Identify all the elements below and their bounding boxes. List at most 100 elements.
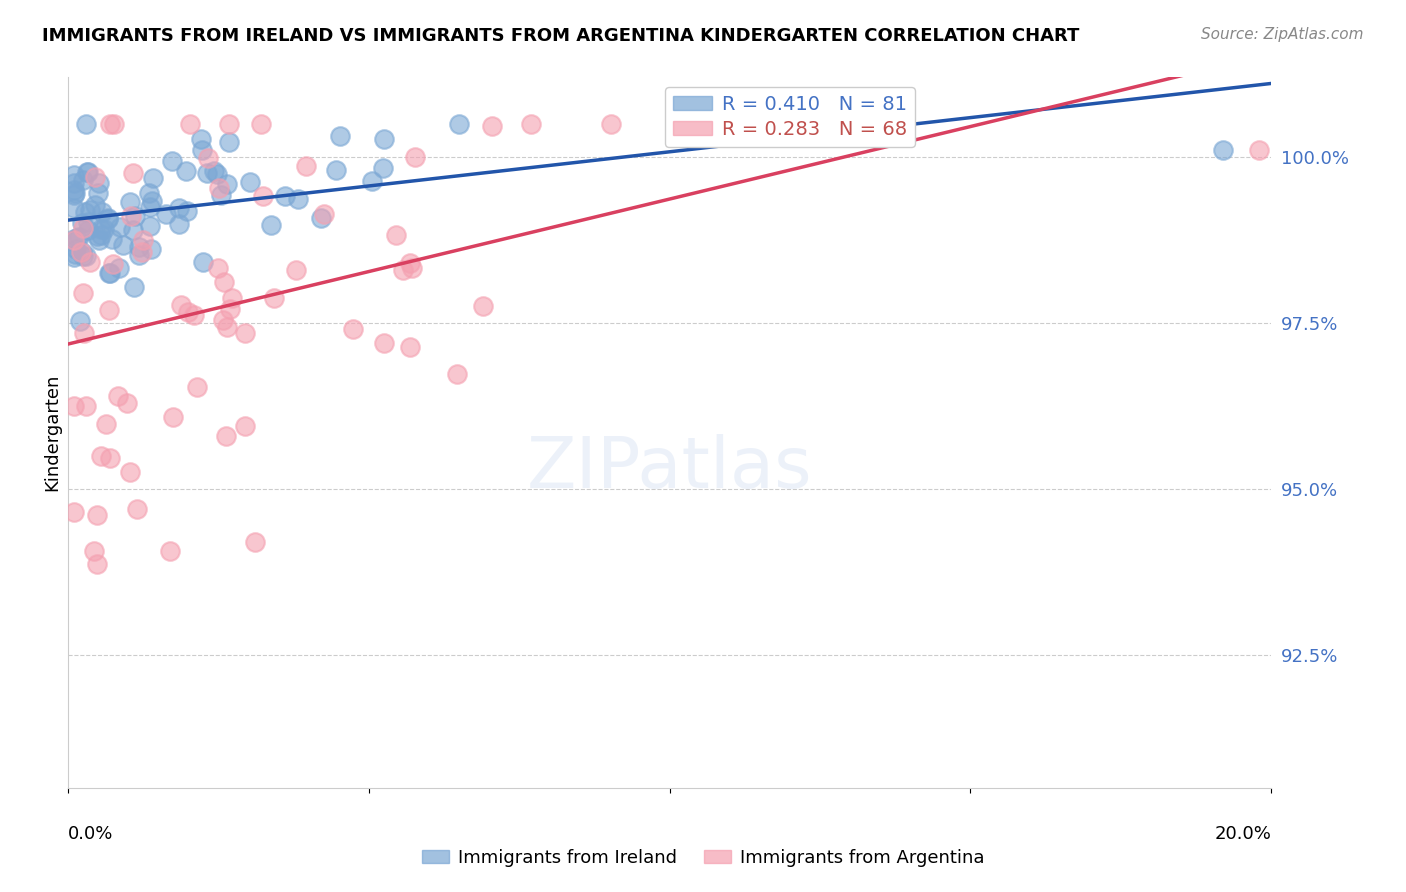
Point — [65, 242, 87, 256]
Point — [73, 326, 96, 340]
Point — [63, 186, 86, 201]
Point — [167, 202, 190, 216]
Point — [90, 205, 112, 219]
Point — [87, 186, 110, 200]
Point — [63, 505, 86, 519]
Point — [190, 132, 212, 146]
Point — [401, 261, 423, 276]
Point — [218, 117, 240, 131]
Text: ZIPatlas: ZIPatlas — [527, 434, 813, 503]
Point — [209, 188, 232, 202]
Point — [205, 167, 228, 181]
Point — [97, 211, 120, 226]
Point — [250, 117, 273, 131]
Point — [273, 189, 295, 203]
Point — [79, 202, 101, 217]
Point — [139, 200, 162, 214]
Point — [162, 410, 184, 425]
Point — [90, 227, 112, 242]
Point — [309, 211, 332, 226]
Point — [83, 169, 105, 184]
Point — [373, 161, 395, 176]
Point — [217, 178, 239, 192]
Point — [179, 117, 201, 131]
Point — [124, 209, 146, 223]
Legend: R = 0.410   N = 81, R = 0.283   N = 68: R = 0.410 N = 81, R = 0.283 N = 68 — [665, 87, 914, 146]
Point — [75, 249, 97, 263]
Text: Source: ZipAtlas.com: Source: ZipAtlas.com — [1201, 27, 1364, 42]
Point — [86, 508, 108, 522]
Point — [186, 380, 208, 394]
Point — [139, 242, 162, 256]
Point — [141, 194, 163, 209]
Point — [167, 217, 190, 231]
Point — [97, 212, 120, 227]
Point — [211, 313, 233, 327]
Point — [70, 216, 93, 230]
Point — [215, 429, 238, 443]
Point — [284, 262, 307, 277]
Point — [76, 165, 98, 179]
Point — [63, 187, 86, 202]
Point — [190, 144, 212, 158]
Point — [70, 245, 93, 260]
Point — [107, 389, 129, 403]
Point — [215, 320, 238, 334]
Point — [117, 396, 139, 410]
Point — [72, 173, 94, 187]
Point — [208, 181, 231, 195]
Point — [77, 223, 100, 237]
Point — [63, 183, 86, 197]
Point — [160, 153, 183, 168]
Point — [66, 231, 89, 245]
Point — [111, 237, 134, 252]
Point — [373, 335, 395, 350]
Point — [122, 222, 145, 236]
Point — [170, 298, 193, 312]
Y-axis label: Kindergarten: Kindergarten — [44, 374, 60, 491]
Point — [219, 302, 242, 317]
Point — [399, 340, 422, 354]
Point — [138, 186, 160, 200]
Point — [177, 305, 200, 319]
Point — [103, 117, 125, 131]
Point — [79, 255, 101, 269]
Point — [174, 163, 197, 178]
Point — [75, 399, 97, 413]
Point — [96, 417, 118, 432]
Point — [110, 220, 132, 235]
Text: 20.0%: 20.0% — [1215, 824, 1271, 843]
Point — [63, 250, 86, 264]
Point — [183, 308, 205, 322]
Point — [120, 465, 142, 479]
Point — [98, 451, 121, 466]
Point — [1247, 144, 1270, 158]
Point — [481, 119, 503, 133]
Point — [449, 117, 471, 131]
Point — [159, 543, 181, 558]
Point — [600, 117, 623, 131]
Point — [329, 128, 352, 143]
Point — [221, 291, 243, 305]
Point — [218, 135, 240, 149]
Text: IMMIGRANTS FROM IRELAND VS IMMIGRANTS FROM ARGENTINA KINDERGARTEN CORRELATION CH: IMMIGRANTS FROM IRELAND VS IMMIGRANTS FR… — [42, 27, 1080, 45]
Point — [72, 221, 94, 235]
Point — [63, 247, 86, 261]
Point — [295, 159, 318, 173]
Point — [472, 299, 495, 313]
Point — [63, 176, 86, 190]
Point — [93, 222, 115, 236]
Point — [260, 218, 283, 232]
Point — [72, 285, 94, 300]
Point — [391, 262, 413, 277]
Point — [385, 227, 408, 242]
Point — [252, 189, 274, 203]
Text: 0.0%: 0.0% — [67, 824, 114, 843]
Point — [195, 166, 218, 180]
Point — [207, 261, 229, 276]
Point — [83, 544, 105, 558]
Legend: Immigrants from Ireland, Immigrants from Argentina: Immigrants from Ireland, Immigrants from… — [415, 842, 991, 874]
Point — [263, 291, 285, 305]
Point — [121, 166, 143, 180]
Point — [202, 164, 225, 178]
